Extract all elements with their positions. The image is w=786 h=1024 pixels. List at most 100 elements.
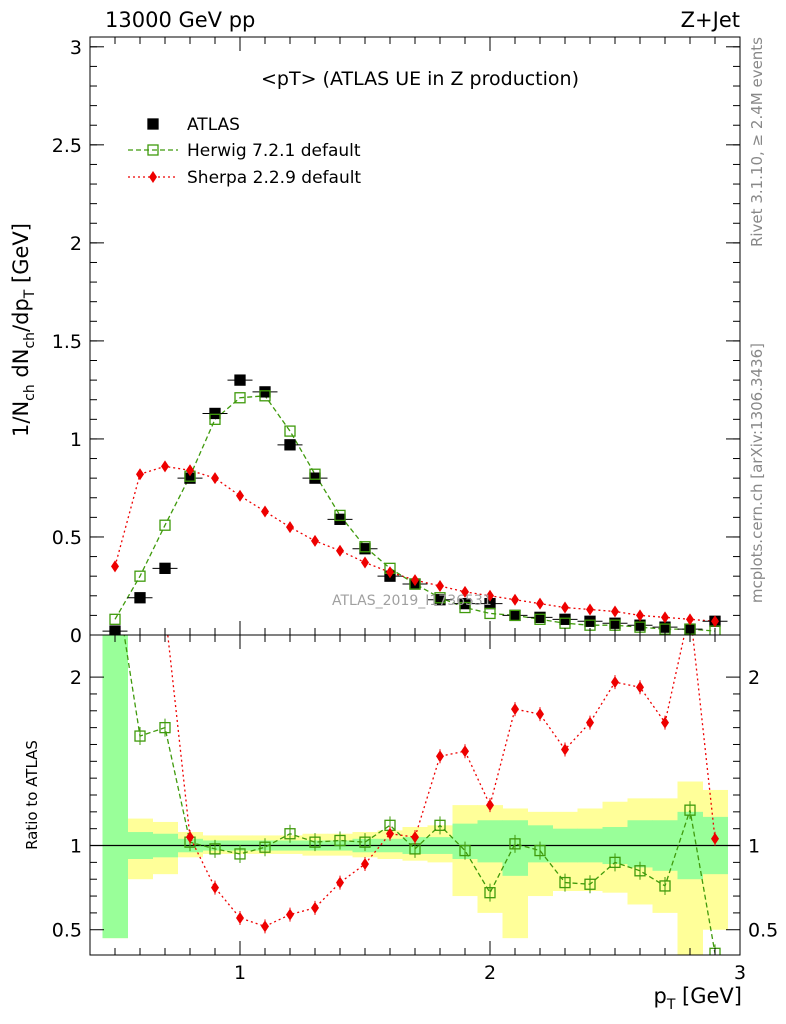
legend-herwig-marker [147,144,159,156]
herwig-point [459,601,471,614]
sherpa-ratio-point [586,716,594,729]
sherpa-point [711,615,719,628]
sherpa-ratio-point [111,503,119,515]
herwig-ratio-point [684,804,696,816]
main-axes: 0 0.5 1 1.5 2 2.5 3 [52,37,741,647]
herwig-point [284,425,296,437]
x-tick-label: 3 [734,962,746,984]
herwig-ratio-point [309,836,321,848]
herwig-ratio-point [359,836,371,848]
herwig-ratio-point [110,571,120,581]
legend: ATLAS Herwig 7.2.1 default Sherpa 2.2.9 de… [128,115,361,188]
herwig-ratio-point [634,865,646,877]
sherpa-ratio-point [186,831,194,844]
sherpa-point [236,489,244,502]
sherpa-ratio-point [311,901,319,914]
atlas-point [234,374,246,386]
sherpa-point [336,544,344,557]
herwig-ratio-point [484,887,496,899]
sherpa-ratio-point [486,799,494,812]
herwig-point [359,541,371,553]
atlas-point [134,592,146,604]
sherpa-point [386,566,394,579]
sherpa-ratio-point [611,676,619,689]
sherpa-point [636,609,644,622]
sherpa-point [511,593,519,606]
sherpa-ratio-point [461,745,469,758]
sherpa-ratio-point [286,908,294,921]
sherpa-ratio-point [211,881,219,894]
herwig-ratio-point [159,721,171,734]
main-y-tick-label: 1 [70,429,82,451]
herwig-point [134,570,146,582]
herwig-point [434,592,446,604]
herwig-point [234,392,246,404]
sherpa-point [411,574,419,587]
main-panel: 0 0.5 1 1.5 2 2.5 3 <pT> (ATLAS UE in Z produc… [52,36,741,647]
herwig-ratio-point [284,828,296,840]
herwig-ratio-point [259,841,271,853]
atlas-point [284,439,296,451]
sherpa-ratio-point [361,858,369,871]
mcplots-info: mcplots.cern.ch [arXiv:1306.3436] [748,343,766,603]
atlas-point [159,562,171,574]
sherpa-ratio-point [161,604,169,616]
sherpa-point [661,611,669,624]
herwig-point [534,613,546,625]
x-tick-label: 1 [234,962,246,984]
sherpa-point [361,556,369,569]
uncertainty-band-inner [102,635,128,939]
sherpa-point [486,589,494,602]
herwig-ratio-point [534,844,546,857]
sherpa-ratio-point [411,831,419,844]
sherpa-point [461,585,469,598]
main-plot-area [102,374,728,635]
sherpa-ratio-point [711,832,719,845]
herwig-point [259,390,271,402]
sherpa-ratio-point [136,503,144,515]
ratio-y-tick-label: 2 [70,667,82,689]
herwig-point [159,519,171,531]
sherpa-point [686,613,694,626]
herwig-ratio-point [209,843,221,855]
legend-sherpa-marker [149,171,157,183]
sherpa-ratio-point [236,911,244,924]
legend-atlas-marker [147,118,159,130]
sherpa-ratio-point [261,920,269,933]
rivet-info: Rivet 3.1.10, ≥ 2.4M events [748,37,766,247]
header-left: 13000 GeV pp [105,8,255,32]
watermark: ATLAS_2019_I1736531 [332,593,492,609]
herwig-ratio-point [334,834,346,847]
herwig-ratio-point [659,880,671,892]
herwig-ratio-point [559,876,571,889]
ratio-y-tick-label-right: 0.5 [748,920,778,942]
legend-label-sherpa: Sherpa 2.2.9 default [187,168,361,188]
sherpa-point [111,560,119,573]
sherpa-point [211,472,219,485]
ratio-y-tick-label: 0.5 [52,920,82,942]
herwig-point [509,609,521,622]
herwig-ratio-point [609,856,621,869]
herwig-point [209,413,221,425]
chart-title: <pT> (ATLAS UE in Z production) [261,68,579,90]
herwig-ratio-point [459,844,471,857]
ratio-y-tick-label: 1 [70,836,82,858]
main-y-tick-label: 0 [70,625,82,647]
ratio-panel: 1 2 30.5 0.51 12 2 [52,503,778,984]
ratio-frame [89,634,741,956]
sherpa-point [161,460,169,473]
x-axis-label: pT [GeV] [653,984,742,1013]
header-right: Z+Jet [681,8,740,32]
ratio-plot-area [90,503,740,955]
main-y-tick-label: 3 [70,37,82,59]
sherpa-point [311,534,319,547]
herwig-point [484,607,496,620]
legend-label-herwig: Herwig 7.2.1 default [187,141,361,161]
main-y-tick-label: 2.5 [52,135,82,157]
herwig-ratio-point [134,730,146,742]
sherpa-point [436,579,444,592]
main-ylabel: 1/Nch dNch/dpT [GeV] [9,223,38,437]
sherpa-ratio-point [561,743,569,756]
sherpa-ratio-point [536,708,544,721]
